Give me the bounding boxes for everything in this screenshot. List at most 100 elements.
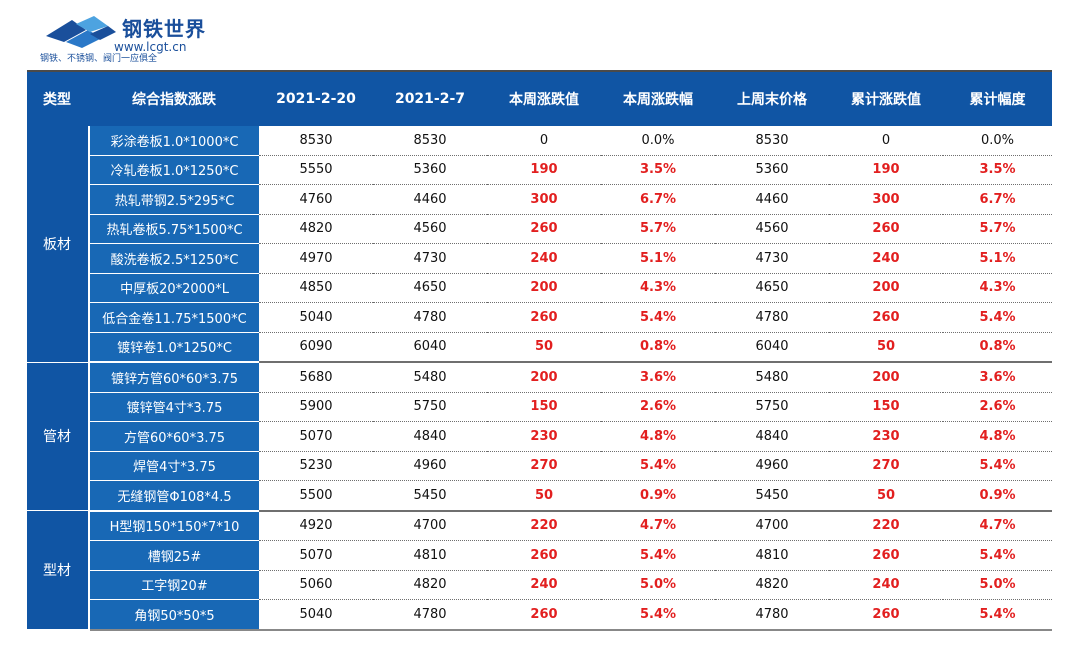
cell-cumulative-percent: 5.0% bbox=[943, 570, 1052, 600]
cell-week-percent: 5.0% bbox=[601, 570, 715, 600]
cell-week-percent: 6.7% bbox=[601, 184, 715, 215]
cell-last-week-price: 4810 bbox=[715, 540, 829, 571]
cell-week-percent: 5.1% bbox=[601, 243, 715, 274]
cell-current-price: 5500 bbox=[259, 480, 373, 512]
cell-week-change: 150 bbox=[487, 392, 601, 422]
cell-cumulative-percent: 5.4% bbox=[943, 302, 1052, 333]
product-name: 热轧带钢2.5*295*C bbox=[89, 184, 259, 215]
table-row: 热轧卷板5.75*1500*C 4820 4560 260 5.7% 4560 260 5.7… bbox=[27, 214, 1052, 244]
cell-week-change: 240 bbox=[487, 570, 601, 600]
cell-last-week-price: 8530 bbox=[715, 126, 829, 156]
cell-week-percent: 4.7% bbox=[601, 510, 715, 541]
cell-cumulative-change: 230 bbox=[829, 421, 943, 452]
header-row: 类型 综合指数涨跌 2021-2-20 2021-2-7 本周涨跌值 本周涨跌幅 上周末价格… bbox=[27, 70, 1052, 126]
cell-current-price: 4970 bbox=[259, 243, 373, 274]
table-row: 槽钢25# 5070 4810 260 5.4% 4810 260 5.4% bbox=[27, 540, 1052, 571]
table-row: 工字钢20# 5060 4820 240 5.0% 4820 240 5.0% bbox=[27, 570, 1052, 600]
cell-week-change: 200 bbox=[487, 362, 601, 393]
cell-cumulative-change: 240 bbox=[829, 243, 943, 274]
cell-week-change: 300 bbox=[487, 184, 601, 215]
cell-cumulative-change: 150 bbox=[829, 392, 943, 422]
cell-last-week-price: 5360 bbox=[715, 155, 829, 185]
cell-cumulative-change: 260 bbox=[829, 214, 943, 244]
cell-current-price: 5070 bbox=[259, 421, 373, 452]
cell-week-percent: 5.7% bbox=[601, 214, 715, 244]
cell-week-change: 260 bbox=[487, 214, 601, 244]
product-name: 冷轧卷板1.0*1250*C bbox=[89, 155, 259, 185]
cell-cumulative-change: 300 bbox=[829, 184, 943, 215]
product-name: 方管60*60*3.75 bbox=[89, 421, 259, 452]
cell-cumulative-change: 260 bbox=[829, 599, 943, 631]
cell-current-price: 5680 bbox=[259, 362, 373, 393]
cell-week-percent: 4.3% bbox=[601, 273, 715, 303]
cell-cumulative-change: 0 bbox=[829, 126, 943, 156]
logo-slogan: 钢铁、不锈钢、阀门一应俱全 bbox=[40, 54, 158, 64]
cell-cumulative-percent: 3.6% bbox=[943, 362, 1052, 393]
cell-week-change: 190 bbox=[487, 155, 601, 185]
cell-cumulative-percent: 0.8% bbox=[943, 332, 1052, 363]
cell-cumulative-percent: 3.5% bbox=[943, 155, 1052, 185]
cell-week-change: 260 bbox=[487, 599, 601, 631]
cell-cumulative-change: 260 bbox=[829, 540, 943, 571]
header-cumulative-change: 累计涨跌值 bbox=[829, 70, 943, 126]
cell-previous-price: 4960 bbox=[373, 451, 487, 481]
table-row: 镀锌管4寸*3.75 5900 5750 150 2.6% 5750 150 2.6% bbox=[27, 392, 1052, 422]
cell-last-week-price: 5750 bbox=[715, 392, 829, 422]
cell-current-price: 5040 bbox=[259, 302, 373, 333]
product-name: 低合金卷11.75*1500*C bbox=[89, 302, 259, 333]
cell-previous-price: 4780 bbox=[373, 302, 487, 333]
steel-price-table: 类型 综合指数涨跌 2021-2-20 2021-2-7 本周涨跌值 本周涨跌幅 上周末价格… bbox=[27, 70, 1052, 631]
cell-week-percent: 5.4% bbox=[601, 540, 715, 571]
category-label: 型材 bbox=[27, 510, 90, 630]
cell-current-price: 5060 bbox=[259, 570, 373, 600]
cell-week-change: 270 bbox=[487, 451, 601, 481]
cell-current-price: 5550 bbox=[259, 155, 373, 185]
category-label: 板材 bbox=[27, 126, 90, 363]
cell-cumulative-percent: 5.4% bbox=[943, 540, 1052, 571]
product-name: 镀锌方管60*60*3.75 bbox=[89, 362, 259, 393]
cell-cumulative-change: 190 bbox=[829, 155, 943, 185]
cell-week-change: 240 bbox=[487, 243, 601, 274]
cell-current-price: 4850 bbox=[259, 273, 373, 303]
product-name: 槽钢25# bbox=[89, 540, 259, 571]
product-name: 镀锌管4寸*3.75 bbox=[89, 392, 259, 422]
cell-last-week-price: 4960 bbox=[715, 451, 829, 481]
cell-last-week-price: 6040 bbox=[715, 332, 829, 363]
cell-week-change: 50 bbox=[487, 480, 601, 512]
cell-cumulative-change: 240 bbox=[829, 570, 943, 600]
cell-cumulative-percent: 5.7% bbox=[943, 214, 1052, 244]
cell-cumulative-percent: 5.1% bbox=[943, 243, 1052, 274]
table-row: 方管60*60*3.75 5070 4840 230 4.8% 4840 230 4.8% bbox=[27, 421, 1052, 452]
logo-mark-icon bbox=[46, 16, 116, 48]
cell-cumulative-percent: 4.3% bbox=[943, 273, 1052, 303]
cell-current-price: 5900 bbox=[259, 392, 373, 422]
cell-previous-price: 4780 bbox=[373, 599, 487, 631]
cell-week-percent: 4.8% bbox=[601, 421, 715, 452]
cell-last-week-price: 4700 bbox=[715, 510, 829, 541]
cell-previous-price: 4650 bbox=[373, 273, 487, 303]
cell-cumulative-percent: 4.8% bbox=[943, 421, 1052, 452]
table-row: 中厚板20*2000*L 4850 4650 200 4.3% 4650 200 4.3% bbox=[27, 273, 1052, 303]
cell-previous-price: 5450 bbox=[373, 480, 487, 512]
cell-previous-price: 6040 bbox=[373, 332, 487, 363]
product-name: 镀锌卷1.0*1250*C bbox=[89, 332, 259, 363]
cell-week-change: 200 bbox=[487, 273, 601, 303]
header-date-current: 2021-2-20 bbox=[259, 70, 373, 126]
cell-cumulative-change: 260 bbox=[829, 302, 943, 333]
category-label: 管材 bbox=[27, 362, 90, 511]
cell-last-week-price: 4820 bbox=[715, 570, 829, 600]
cell-previous-price: 4700 bbox=[373, 510, 487, 541]
cell-previous-price: 4820 bbox=[373, 570, 487, 600]
cell-current-price: 5070 bbox=[259, 540, 373, 571]
cell-current-price: 4760 bbox=[259, 184, 373, 215]
cell-week-change: 220 bbox=[487, 510, 601, 541]
table-row: 镀锌卷1.0*1250*C 6090 6040 50 0.8% 6040 50 0.8% bbox=[27, 332, 1052, 363]
table-row: 管材 镀锌方管60*60*3.75 5680 5480 200 3.6% 5480 200 3.… bbox=[27, 362, 1052, 511]
cell-week-change: 260 bbox=[487, 540, 601, 571]
cell-cumulative-percent: 0.0% bbox=[943, 126, 1052, 156]
cell-previous-price: 4730 bbox=[373, 243, 487, 274]
cell-week-change: 50 bbox=[487, 332, 601, 363]
product-name: 中厚板20*2000*L bbox=[89, 273, 259, 303]
product-name: H型钢150*150*7*10 bbox=[89, 510, 259, 541]
cell-last-week-price: 4780 bbox=[715, 302, 829, 333]
